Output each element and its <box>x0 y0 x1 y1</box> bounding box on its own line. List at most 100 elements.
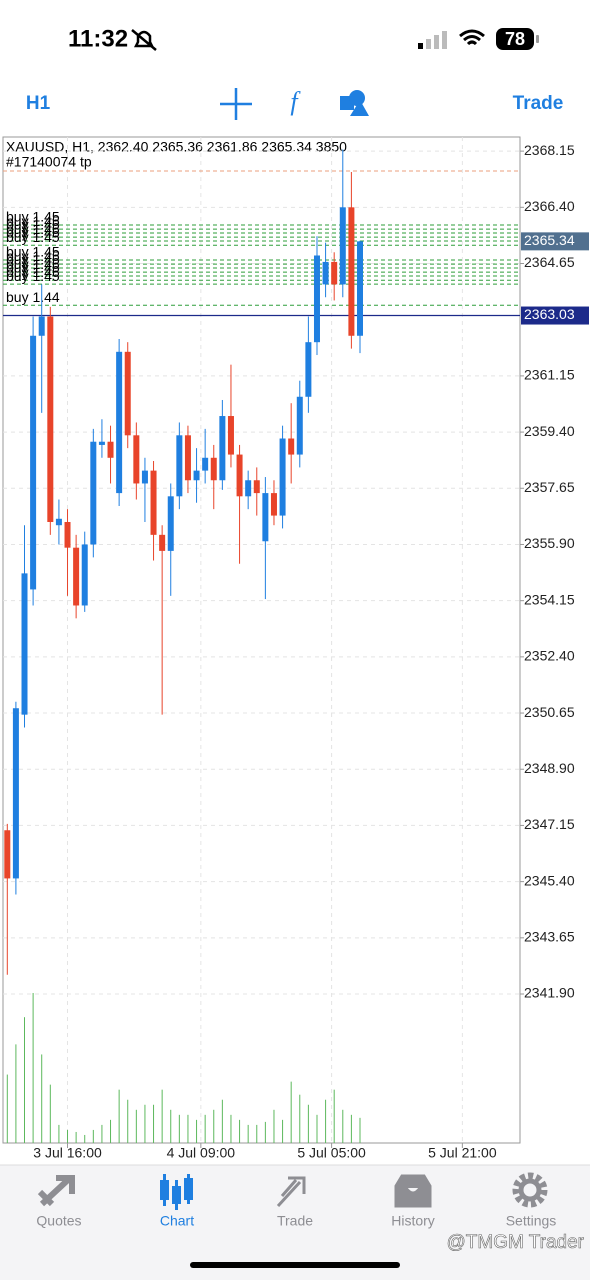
wifi-icon <box>459 29 485 46</box>
y-tick-label: 2359.40 <box>524 423 575 439</box>
timeframe-button[interactable]: H1 <box>26 93 51 114</box>
candle-body <box>47 316 54 522</box>
candle-body <box>107 441 114 458</box>
history-icon[interactable] <box>394 1174 432 1208</box>
last-price-tag: 2365.34 <box>524 232 575 248</box>
candle-body <box>245 480 252 497</box>
order-label: buy 1.45 <box>6 229 60 245</box>
order-label: buy 1.45 <box>6 252 60 268</box>
order-label: buy 1.45 <box>6 260 60 276</box>
tab-label[interactable]: Chart <box>160 1213 194 1229</box>
candle-body <box>159 534 166 551</box>
tab-label[interactable]: Quotes <box>36 1213 81 1229</box>
y-tick-label: 2366.40 <box>524 198 575 214</box>
candle-body <box>305 342 312 397</box>
candle-body <box>348 207 355 336</box>
candle-body <box>4 830 11 879</box>
candle-body <box>262 493 269 542</box>
plot: 2368.15 2366.40 2364.65 2361.15 2359.40 2357.… <box>3 137 589 1161</box>
candle-body <box>339 207 346 285</box>
y-tick-label: 2341.90 <box>524 985 575 1001</box>
candle-body <box>38 316 45 336</box>
candle-body <box>202 457 209 471</box>
candle-body <box>184 435 191 481</box>
battery-tip <box>536 35 539 43</box>
chart-header: XAUUSD, H1, 2362.40 2365.36 2361.86 2365… <box>6 139 347 155</box>
candle-body <box>296 396 303 455</box>
battery-level: 78 <box>505 29 525 49</box>
candle-body <box>331 261 338 285</box>
y-tick-label: 2354.15 <box>524 591 575 607</box>
order-label: buy 1.45 <box>6 244 60 260</box>
candle-body <box>64 521 71 548</box>
order-label: buy 1.45 <box>6 225 60 241</box>
y-tick-label: 2368.15 <box>524 142 575 158</box>
last-price-tag-box <box>521 232 589 251</box>
candle-body <box>167 496 174 551</box>
x-tick-label: 4 Jul 09:00 <box>167 1145 236 1161</box>
quotes-icon[interactable] <box>37 1175 75 1207</box>
tab-label[interactable]: History <box>391 1213 435 1229</box>
candle-body <box>133 435 140 484</box>
order-label: buy 1.45 <box>6 264 60 280</box>
indicators-button[interactable]: f <box>290 87 301 116</box>
y-tick-label: 2364.65 <box>524 254 575 270</box>
x-tick-label: 5 Jul 05:00 <box>297 1145 366 1161</box>
y-tick-label: 2361.15 <box>524 367 575 383</box>
candle-body <box>124 351 131 436</box>
order-label: buy 1.45 <box>6 217 60 233</box>
settings-icon[interactable] <box>512 1172 548 1208</box>
y-tick-label: 2352.40 <box>524 648 575 664</box>
candle-body <box>288 438 295 455</box>
crosshair-button[interactable] <box>220 88 252 120</box>
order-label: buy 1.45 <box>6 209 60 225</box>
candle-body <box>236 454 243 497</box>
candle-body <box>210 457 217 481</box>
y-tick-label: 2355.90 <box>524 535 575 551</box>
candle-body <box>176 435 183 497</box>
trade-button[interactable]: Trade <box>513 93 564 114</box>
status-time: 11:32 <box>68 25 128 52</box>
order-label: buy 1.45 <box>6 213 60 229</box>
candle-body <box>55 518 62 526</box>
candle-body <box>270 493 277 516</box>
bid-price-tag-box <box>521 306 589 325</box>
order-label: buy 1.45 <box>6 256 60 272</box>
order-label: buy 1.45 <box>6 268 60 284</box>
order-label: buy 1.45 <box>6 248 60 264</box>
order-label: buy 1.44 <box>6 289 60 305</box>
candle-body <box>356 241 363 336</box>
chart-icon[interactable] <box>160 1174 193 1210</box>
candle-body <box>30 335 37 590</box>
y-tick-label: 2350.65 <box>524 704 575 720</box>
trade-icon[interactable] <box>276 1176 306 1208</box>
order-label: buy 1.45 <box>6 221 60 237</box>
candle-body <box>322 261 329 285</box>
battery <box>496 28 534 50</box>
candle-body <box>219 416 226 481</box>
y-tick-label: 2345.40 <box>524 872 575 888</box>
y-tick-label: 2357.65 <box>524 479 575 495</box>
candle-body <box>279 438 286 516</box>
candle-body <box>141 470 148 484</box>
candle-body <box>227 416 234 455</box>
candle-body <box>150 470 157 535</box>
candle-body <box>81 544 88 606</box>
chart-frame <box>2 136 521 1144</box>
x-tick-label: 3 Jul 16:00 <box>33 1145 102 1161</box>
mute-icon <box>131 29 157 51</box>
y-tick-label: 2347.15 <box>524 816 575 832</box>
candle-body <box>253 480 260 494</box>
tab-label[interactable]: Trade <box>277 1213 313 1229</box>
objects-button[interactable] <box>340 90 369 116</box>
candle-body <box>193 470 200 481</box>
tab-label[interactable]: Settings <box>506 1213 557 1229</box>
candle-body <box>313 255 320 343</box>
candle-body <box>73 547 80 606</box>
bid-price-tag: 2363.03 <box>524 306 575 322</box>
signal-icon <box>418 31 447 49</box>
y-tick-label: 2348.90 <box>524 760 575 776</box>
tab-bar <box>0 1165 590 1280</box>
